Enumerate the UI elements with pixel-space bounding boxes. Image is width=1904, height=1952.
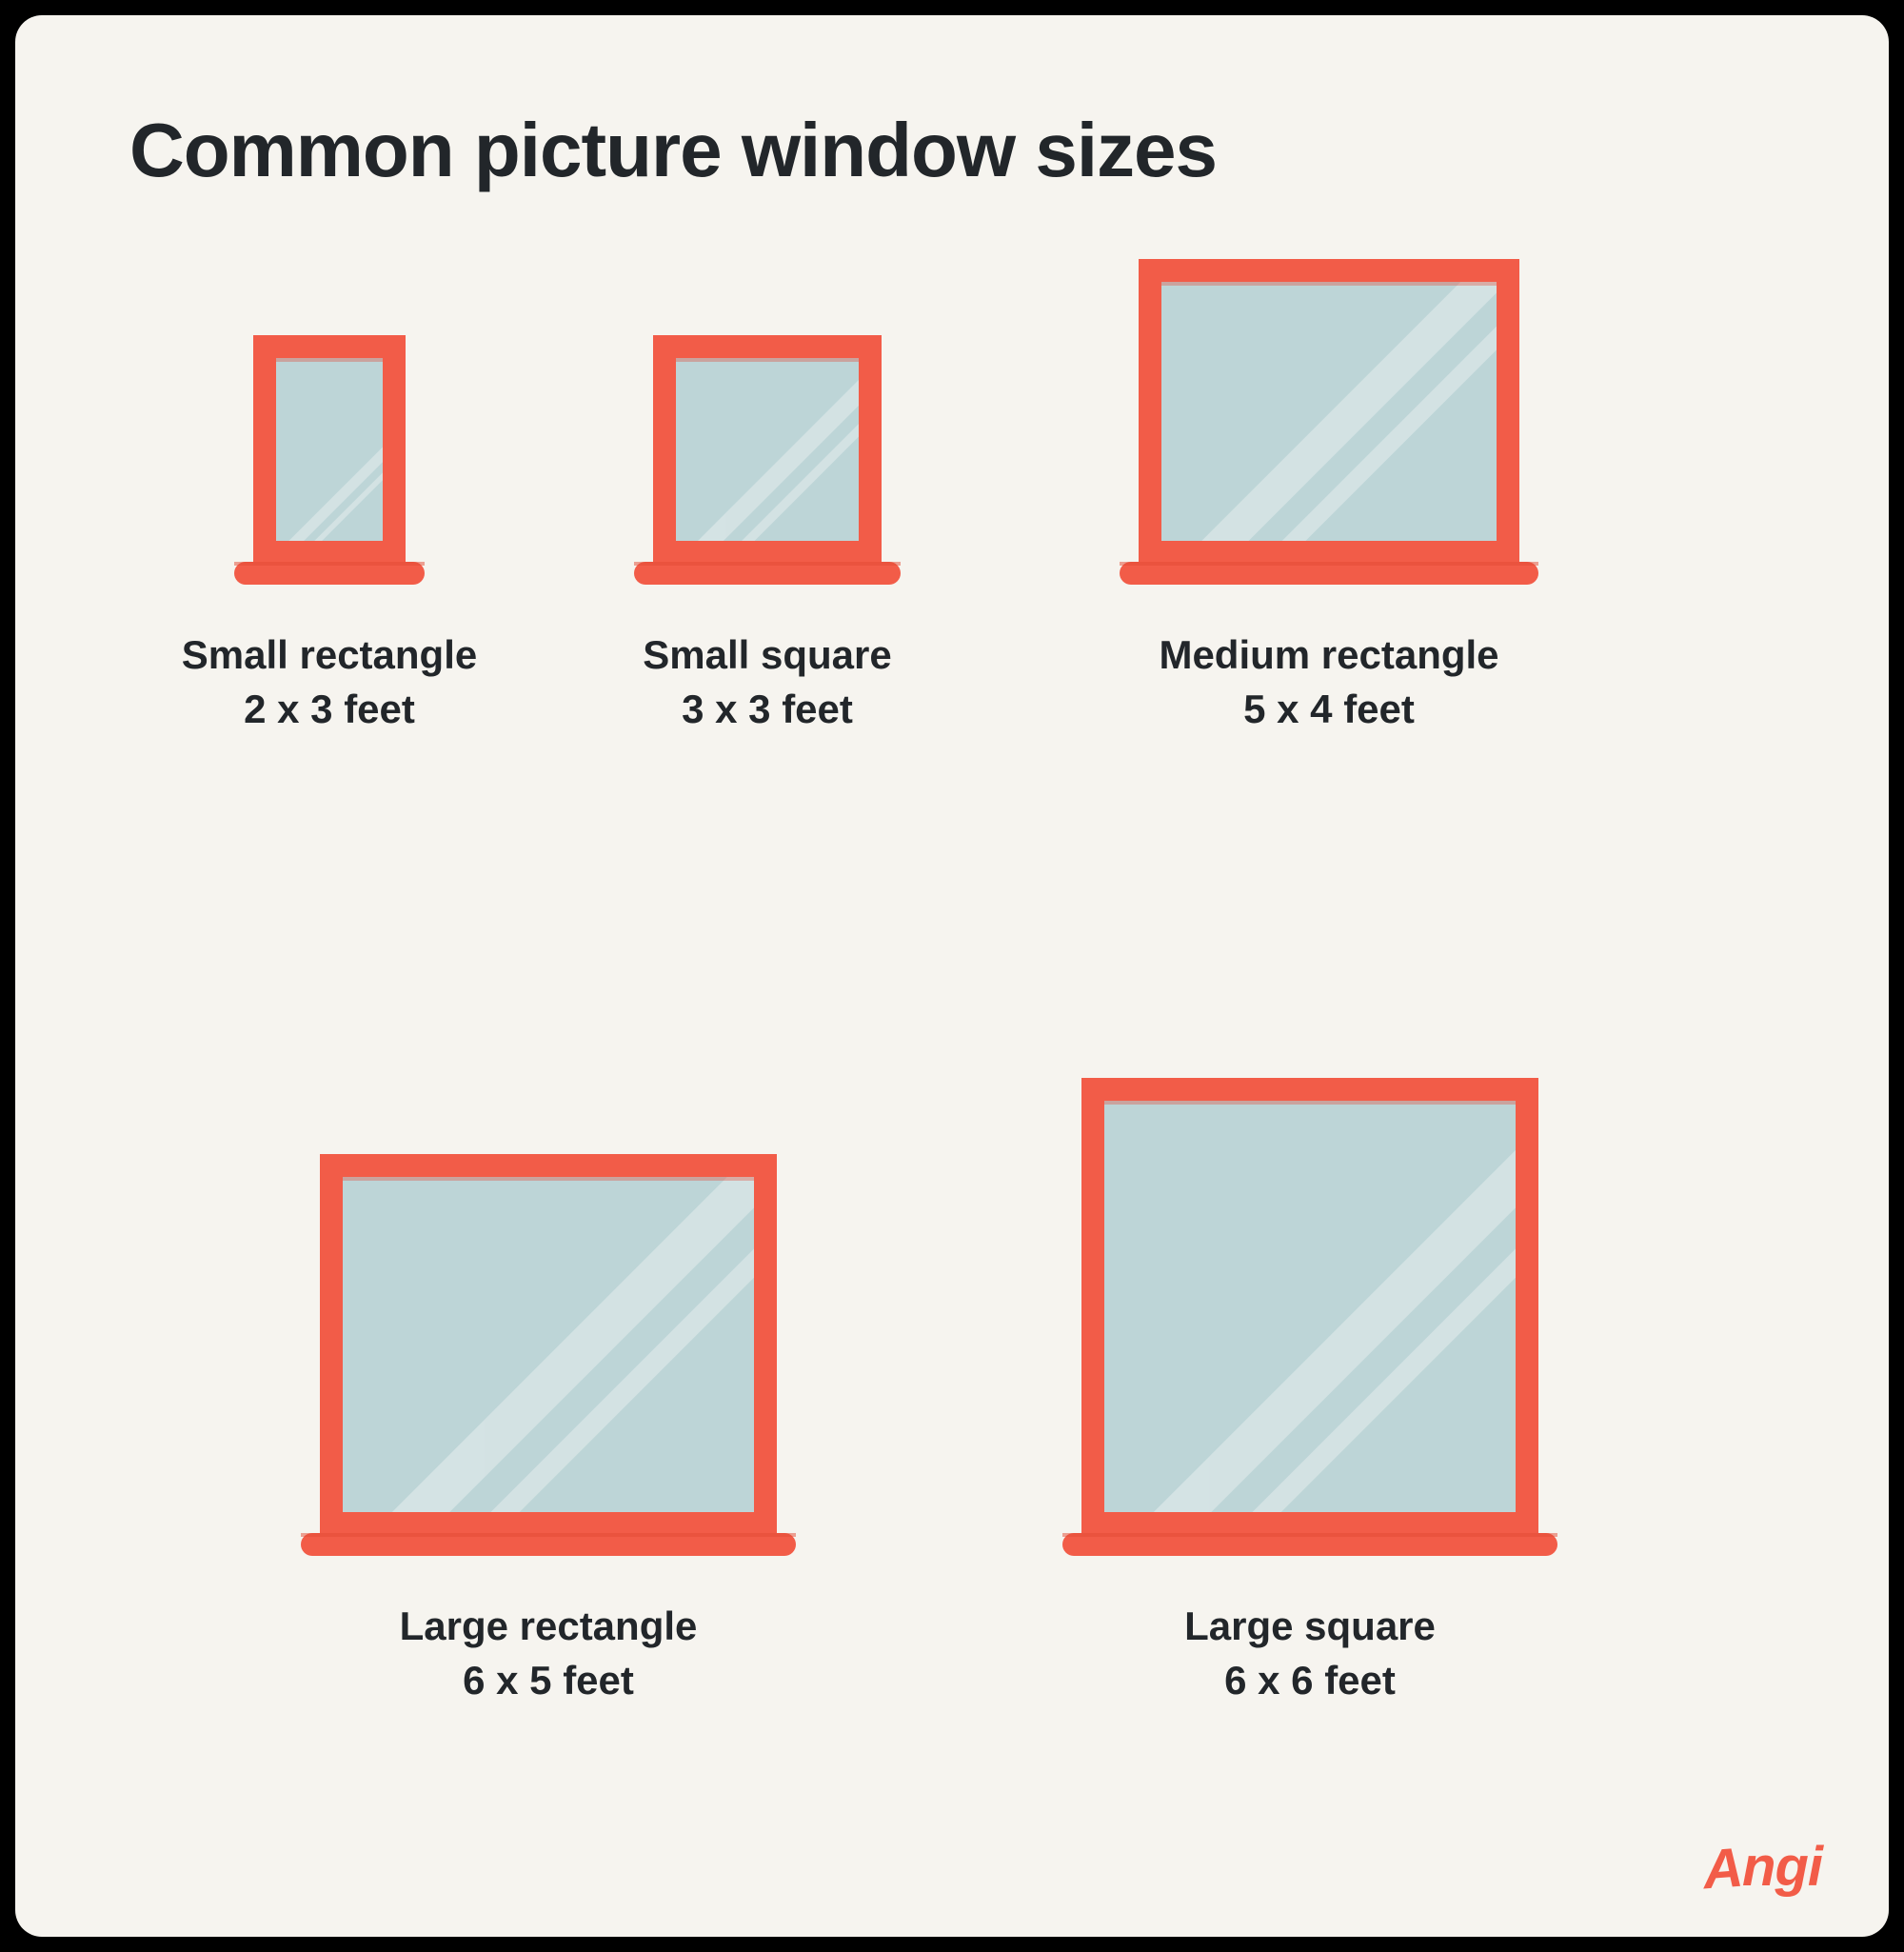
window-small-square [634, 335, 901, 587]
window-small-rectangle [234, 335, 425, 587]
caption-large-square: Large square6 x 6 feet [929, 1600, 1691, 1707]
brand-logo-rest: ngi [1742, 1836, 1822, 1898]
caption-small-rectangle: Small rectangle2 x 3 feet [110, 628, 548, 736]
caption-label: Large square [929, 1600, 1691, 1654]
caption-label: Small rectangle [110, 628, 548, 683]
caption-size: 3 x 3 feet [548, 683, 986, 737]
brand-logo: Angi [1703, 1835, 1822, 1899]
window-large-rectangle [301, 1154, 796, 1558]
brand-logo-initial: A [1701, 1836, 1744, 1902]
caption-label: Medium rectangle [986, 628, 1672, 683]
caption-large-rectangle: Large rectangle6 x 5 feet [168, 1600, 929, 1707]
caption-size: 5 x 4 feet [986, 683, 1672, 737]
caption-small-square: Small square3 x 3 feet [548, 628, 986, 736]
caption-size: 6 x 6 feet [929, 1654, 1691, 1708]
caption-size: 2 x 3 feet [110, 683, 548, 737]
caption-label: Small square [548, 628, 986, 683]
window-large-square [1062, 1078, 1557, 1558]
caption-medium-rectangle: Medium rectangle5 x 4 feet [986, 628, 1672, 736]
caption-size: 6 x 5 feet [168, 1654, 929, 1708]
window-medium-rectangle [1120, 259, 1538, 587]
page-title: Common picture window sizes [129, 107, 1217, 194]
infographic-card: Common picture window sizes Small rectan… [15, 15, 1889, 1937]
caption-label: Large rectangle [168, 1600, 929, 1654]
